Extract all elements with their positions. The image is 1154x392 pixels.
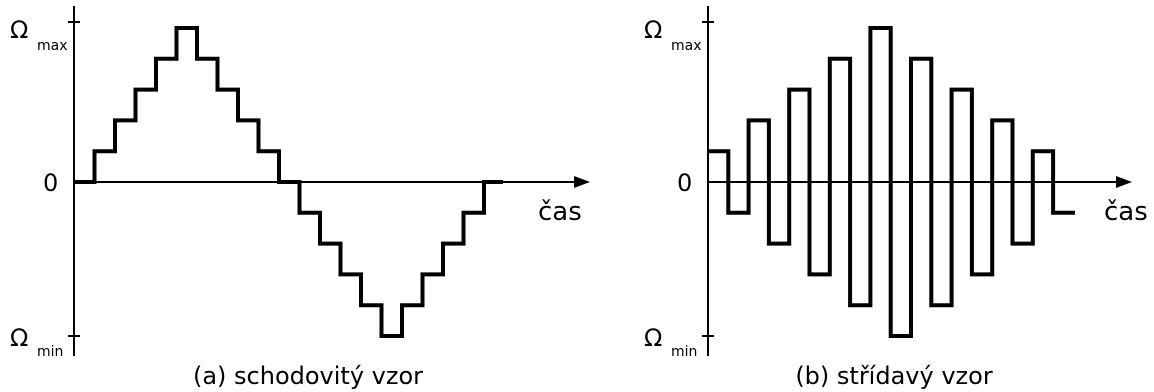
panel-b-ytick-max-symbol: Ω <box>644 16 662 44</box>
panel-a: Ω max 0 Ω min čas (a) schodovitý vzor <box>10 6 590 390</box>
panel-b-ytick-max-sub: max <box>671 38 702 54</box>
panel-a-staircase-waveform <box>74 26 503 338</box>
panel-a-caption: (a) schodovitý vzor <box>193 362 423 390</box>
panel-a-x-arrowhead <box>574 176 590 188</box>
panel-a-ytick-min-symbol: Ω <box>10 324 28 352</box>
panel-b-ytick-min-sub: min <box>671 344 697 360</box>
panel-a-ytick-min-sub: min <box>37 344 63 360</box>
panel-b-caption: (b) střídavý vzor <box>795 362 993 390</box>
panel-a-ytick-zero: 0 <box>43 169 58 197</box>
panel-b-ytick-min-symbol: Ω <box>644 324 662 352</box>
panel-a-x-axis-label: čas <box>538 197 582 227</box>
panel-a-ytick-max-symbol: Ω <box>10 16 28 44</box>
panel-b-x-axis-label: čas <box>1104 197 1148 227</box>
panel-b-x-arrowhead <box>1116 176 1132 188</box>
panel-a-ytick-max-sub: max <box>37 38 68 54</box>
panel-b: Ω max 0 Ω min čas (b) střídavý vzor <box>644 6 1148 390</box>
panel-b-alternating-waveform <box>708 26 1075 338</box>
panel-b-ytick-zero: 0 <box>677 169 692 197</box>
